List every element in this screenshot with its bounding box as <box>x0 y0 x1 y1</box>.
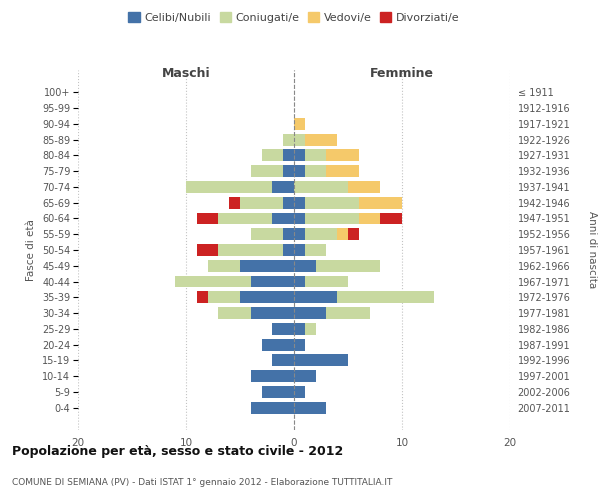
Bar <box>272 323 294 335</box>
Bar <box>294 181 348 193</box>
Bar <box>337 228 348 240</box>
Text: COMUNE DI SEMIANA (PV) - Dati ISTAT 1° gennaio 2012 - Elaborazione TUTTITALIA.IT: COMUNE DI SEMIANA (PV) - Dati ISTAT 1° g… <box>12 478 392 487</box>
Bar <box>305 150 326 162</box>
Bar <box>326 307 370 319</box>
Bar <box>359 197 402 208</box>
Bar <box>218 212 272 224</box>
Bar <box>305 212 359 224</box>
Bar <box>175 276 251 287</box>
Bar <box>326 150 359 162</box>
Bar <box>337 292 434 303</box>
Text: Popolazione per età, sesso e stato civile - 2012: Popolazione per età, sesso e stato civil… <box>12 445 343 458</box>
Bar <box>348 228 359 240</box>
Bar <box>305 323 316 335</box>
Bar <box>272 212 294 224</box>
Bar <box>251 307 294 319</box>
Bar <box>197 244 218 256</box>
Bar <box>294 402 326 413</box>
Bar <box>251 228 283 240</box>
Bar <box>283 228 294 240</box>
Bar <box>294 386 305 398</box>
Bar <box>305 228 337 240</box>
Bar <box>229 197 240 208</box>
Bar <box>316 260 380 272</box>
Bar <box>283 165 294 177</box>
Bar <box>294 354 348 366</box>
Bar <box>262 386 294 398</box>
Bar <box>251 276 294 287</box>
Bar <box>283 244 294 256</box>
Bar <box>197 292 208 303</box>
Bar <box>262 150 283 162</box>
Text: Anni di nascita: Anni di nascita <box>587 212 597 288</box>
Bar <box>294 165 305 177</box>
Bar <box>283 134 294 145</box>
Bar <box>294 134 305 145</box>
Bar <box>359 212 380 224</box>
Bar <box>208 260 240 272</box>
Bar <box>251 402 294 413</box>
Bar <box>294 197 305 208</box>
Bar <box>294 292 337 303</box>
Bar <box>262 338 294 350</box>
Bar <box>305 134 337 145</box>
Bar <box>380 212 402 224</box>
Bar <box>305 276 348 287</box>
Bar <box>283 150 294 162</box>
Bar <box>294 338 305 350</box>
Bar <box>272 354 294 366</box>
Bar <box>218 307 251 319</box>
Bar <box>294 212 305 224</box>
Y-axis label: Fasce di età: Fasce di età <box>26 219 37 281</box>
Bar <box>251 165 283 177</box>
Bar <box>294 307 326 319</box>
Bar <box>240 197 283 208</box>
Bar <box>197 212 218 224</box>
Bar <box>294 228 305 240</box>
Bar <box>294 370 316 382</box>
Bar <box>186 181 272 193</box>
Bar <box>326 165 359 177</box>
Bar <box>294 276 305 287</box>
Bar <box>240 292 294 303</box>
Bar <box>251 370 294 382</box>
Text: Maschi: Maschi <box>161 66 211 80</box>
Bar <box>294 118 305 130</box>
Text: Femmine: Femmine <box>370 66 434 80</box>
Bar <box>240 260 294 272</box>
Bar <box>294 260 316 272</box>
Bar <box>208 292 240 303</box>
Bar <box>272 181 294 193</box>
Bar <box>348 181 380 193</box>
Bar <box>305 197 359 208</box>
Bar <box>294 150 305 162</box>
Bar <box>283 197 294 208</box>
Bar <box>305 165 326 177</box>
Bar <box>218 244 283 256</box>
Bar <box>294 323 305 335</box>
Legend: Celibi/Nubili, Coniugati/e, Vedovi/e, Divorziati/e: Celibi/Nubili, Coniugati/e, Vedovi/e, Di… <box>124 8 464 28</box>
Bar <box>294 244 305 256</box>
Bar <box>305 244 326 256</box>
